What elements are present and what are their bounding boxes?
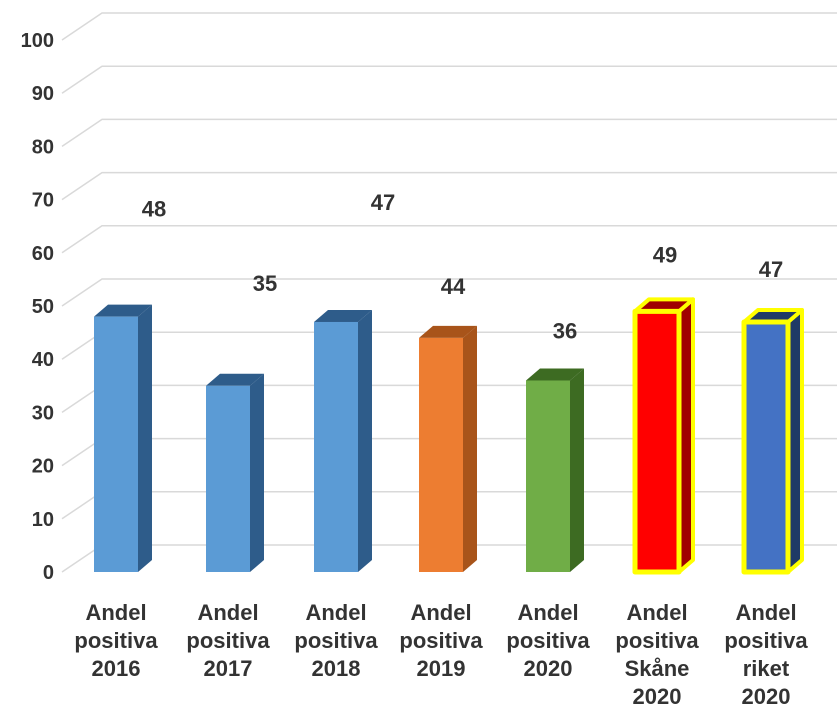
gridline-50	[61, 278, 837, 307]
bar-0	[94, 304, 152, 572]
bar-side-0	[138, 304, 152, 572]
bar-top-2	[314, 309, 372, 322]
data-label-5: 49	[653, 242, 677, 267]
data-label-0: 48	[142, 197, 166, 222]
y-tick-label-80: 80	[32, 136, 54, 158]
y-tick-label-20: 20	[32, 456, 54, 478]
bar-front-1	[206, 385, 250, 572]
bar-5	[632, 297, 695, 575]
category-label-2: Andel positiva 2018	[294, 600, 378, 681]
bar-4	[526, 368, 584, 572]
bar-3	[419, 325, 477, 572]
bar-front-5	[632, 308, 682, 575]
bar-side-4	[570, 368, 584, 572]
bars	[94, 297, 804, 575]
category-label-6: Andel positiva riket 2020	[724, 600, 808, 709]
bar-top-1	[206, 373, 264, 386]
gridline-60	[61, 225, 837, 254]
data-label-4: 36	[553, 318, 577, 343]
bar-1	[206, 373, 264, 572]
bar-front-0	[94, 316, 138, 572]
data-labels: 48 35 47 44 36 49 47	[142, 190, 783, 344]
category-label-3: Andel positiva 2019	[399, 600, 483, 681]
y-tick-label-90: 90	[32, 83, 54, 105]
x-axis-categories: Andel positiva 2016 Andel positiva 2017 Andel p…	[74, 600, 808, 709]
y-axis-ticks: 0 10 20 30 40 50 60 70 80 90 100	[21, 30, 54, 584]
gridline-90	[61, 65, 837, 94]
y-tick-label-30: 30	[32, 402, 54, 424]
y-tick-label-70: 70	[32, 190, 54, 212]
bar-front-3	[419, 337, 463, 572]
bar-6	[741, 307, 804, 575]
bar-side-2	[358, 309, 372, 572]
bar-side-3	[463, 325, 477, 572]
category-label-1: Andel positiva 2017	[186, 600, 270, 681]
y-tick-label-50: 50	[32, 296, 54, 318]
bar-front-2	[314, 321, 358, 572]
bar-top-3	[419, 325, 477, 338]
category-label-0: Andel positiva 2016	[74, 600, 158, 681]
bar-front-6	[741, 319, 791, 575]
y-tick-label-40: 40	[32, 349, 54, 371]
bar-top-4	[526, 368, 584, 381]
y-tick-label-10: 10	[32, 509, 54, 531]
gridline-100	[61, 12, 837, 41]
data-label-2: 47	[371, 190, 395, 215]
category-label-5: Andel positiva Skåne 2020	[615, 600, 699, 709]
gridline-80	[61, 118, 837, 148]
gridline-70	[61, 171, 837, 201]
bar-side-1	[250, 373, 264, 572]
bar-2	[314, 309, 372, 572]
bar-top-0	[94, 304, 152, 317]
data-label-6: 47	[759, 257, 783, 282]
bar-front-4	[526, 380, 570, 572]
data-label-1: 35	[253, 271, 277, 296]
data-label-3: 44	[441, 274, 466, 299]
y-tick-label-100: 100	[21, 30, 54, 52]
category-label-4: Andel positiva 2020	[506, 600, 590, 681]
y-tick-label-0: 0	[43, 562, 54, 584]
y-tick-label-60: 60	[32, 243, 54, 265]
